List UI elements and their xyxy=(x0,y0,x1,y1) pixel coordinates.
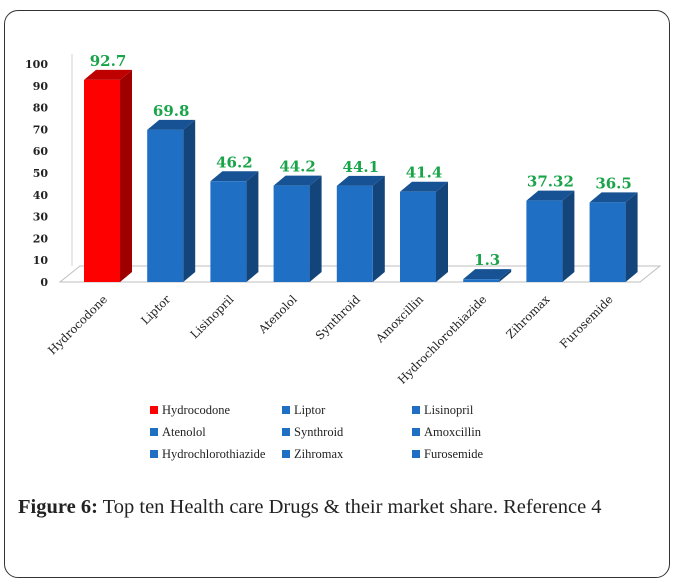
bar-side xyxy=(246,171,259,282)
legend-label: Liptor xyxy=(294,403,326,417)
y-tick-label: 100 xyxy=(25,58,48,71)
x-tick-label: Zihromax xyxy=(503,292,553,342)
figure-caption: Figure 6: Top ten Health care Drugs & th… xyxy=(18,494,668,521)
bar xyxy=(84,79,120,282)
y-tick-label: 80 xyxy=(33,102,49,115)
bar-side xyxy=(372,175,385,282)
data-label: 46.2 xyxy=(216,153,253,171)
legend-label: Atenolol xyxy=(162,425,206,439)
bar-top xyxy=(273,175,322,186)
legend-entry: Synthroid xyxy=(282,425,343,440)
bar xyxy=(336,185,373,282)
bar xyxy=(400,191,436,282)
x-tick-label: Amoxcillin xyxy=(372,292,426,346)
bar-side xyxy=(436,181,448,282)
legend-label: Hydrocodone xyxy=(162,403,231,417)
bar-side xyxy=(120,69,132,282)
bar-side xyxy=(309,175,322,282)
legend-entry: Atenolol xyxy=(150,425,206,440)
figure-frame xyxy=(4,10,670,578)
bar-top xyxy=(589,192,638,203)
bar-top xyxy=(400,181,448,192)
x-tick-label: Liptor xyxy=(138,292,174,328)
data-label: 69.8 xyxy=(153,102,190,120)
legend-label: Zihromax xyxy=(294,447,344,461)
legend-label: Lisinopril xyxy=(424,403,474,417)
legend-label: Hydrochlorothiazide xyxy=(162,447,266,461)
bar xyxy=(589,202,626,282)
data-label: 92.7 xyxy=(90,52,127,70)
data-label: 1.3 xyxy=(474,251,500,269)
y-tick-label: 50 xyxy=(33,167,49,180)
legend-label: Amoxcillin xyxy=(424,425,481,439)
x-tick-label: Lisinopril xyxy=(187,292,236,341)
bar-side xyxy=(183,119,196,282)
y-tick-label: 60 xyxy=(33,145,49,158)
data-label: 44.2 xyxy=(279,158,316,176)
y-tick-label: 20 xyxy=(33,232,49,245)
y-tick-label: 90 xyxy=(33,80,49,93)
bar-top xyxy=(147,119,196,130)
y-tick-label: 70 xyxy=(33,123,49,136)
bar-top xyxy=(84,69,132,80)
legend-label: Furosemide xyxy=(424,447,484,461)
x-tick-label: Hydrocodone xyxy=(45,292,110,357)
data-label: 36.5 xyxy=(595,174,632,192)
bar xyxy=(526,200,563,282)
legend-swatch xyxy=(282,428,290,436)
x-tick-label: Atenolol xyxy=(255,292,300,337)
bar xyxy=(147,129,184,282)
y-tick-label: 30 xyxy=(33,211,49,224)
bar-side xyxy=(562,190,575,282)
bar-chart: 0 10 20 30 40 50 60 70 80 90 100 92.7 Hydrocodone 69.… xyxy=(25,52,662,387)
legend-entry: Furosemide xyxy=(412,447,483,462)
bar-side xyxy=(499,269,512,282)
y-tick-label: 0 xyxy=(40,276,48,289)
bar-top xyxy=(463,269,512,280)
legend-swatch xyxy=(282,450,290,458)
bar-top xyxy=(336,175,385,186)
y-tick-label: 40 xyxy=(33,189,49,202)
legend-entry: Liptor xyxy=(282,403,325,418)
legend-swatch xyxy=(150,428,158,436)
bar-top xyxy=(210,171,259,182)
data-label: 37.32 xyxy=(527,173,574,191)
legend-entry: Zihromax xyxy=(282,447,343,462)
legend-swatch xyxy=(412,450,420,458)
legend-swatch xyxy=(150,450,158,458)
legend-entry: Hydrochlorothiazide xyxy=(150,447,265,462)
legend-label: Synthroid xyxy=(294,425,344,439)
bar xyxy=(210,181,247,282)
caption-label: Figure 6: xyxy=(18,496,98,518)
legend-entry: Amoxcillin xyxy=(412,425,481,440)
legend-entry: Lisinopril xyxy=(412,403,473,418)
x-tick-label: Synthroid xyxy=(313,292,364,343)
data-label: 41.4 xyxy=(406,164,443,182)
data-label: 44.1 xyxy=(343,158,380,176)
bar-top xyxy=(526,190,575,201)
caption-text: Top ten Health care Drugs & their market… xyxy=(97,496,602,518)
legend-swatch xyxy=(150,406,158,414)
y-tick-label: 10 xyxy=(33,254,49,267)
legend-entry: Hydrocodone xyxy=(150,403,230,418)
bar xyxy=(463,279,500,282)
legend-swatch xyxy=(282,406,290,414)
x-tick-label: Furosemide xyxy=(557,292,616,351)
bar-side xyxy=(625,192,638,282)
legend-swatch xyxy=(412,406,420,414)
bar xyxy=(273,185,310,282)
legend-swatch xyxy=(412,428,420,436)
